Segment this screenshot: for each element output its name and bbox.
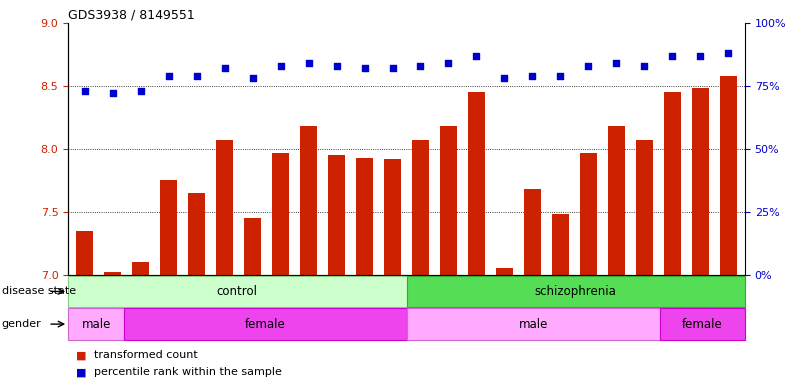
Bar (272, 152, 289, 275)
Text: disease state: disease state (2, 286, 76, 296)
Bar (524, 189, 541, 275)
Text: gender: gender (2, 319, 42, 329)
Bar (104, 272, 121, 275)
Point (442, 60, 455, 66)
Point (666, 53, 678, 59)
Point (638, 63, 650, 69)
Bar (496, 268, 513, 275)
Point (498, 75, 511, 81)
Bar (216, 140, 233, 275)
Bar (160, 180, 177, 275)
Bar (300, 126, 317, 275)
Bar (244, 218, 261, 275)
Text: GDS3938 / 8149551: GDS3938 / 8149551 (68, 9, 195, 22)
Point (191, 73, 203, 79)
Bar (68, 276, 406, 307)
Point (135, 88, 147, 94)
Point (358, 65, 371, 71)
Bar (76, 230, 93, 275)
Point (386, 65, 399, 71)
Bar (68, 308, 124, 340)
Point (246, 75, 259, 81)
Bar (552, 214, 569, 275)
Bar (720, 76, 737, 275)
Point (163, 73, 175, 79)
Text: transformed count: transformed count (94, 350, 198, 360)
Bar (124, 308, 406, 340)
Point (414, 63, 427, 69)
Point (219, 65, 231, 71)
Point (582, 63, 594, 69)
Point (107, 90, 119, 96)
Text: ■: ■ (76, 350, 90, 360)
Point (302, 60, 315, 66)
Bar (440, 126, 457, 275)
Bar (132, 262, 149, 275)
Text: female: female (682, 318, 723, 331)
Text: female: female (245, 318, 286, 331)
Point (694, 53, 706, 59)
Point (470, 53, 483, 59)
Point (330, 63, 343, 69)
Point (610, 60, 622, 66)
Point (554, 73, 567, 79)
Text: control: control (217, 285, 258, 298)
Bar (664, 92, 681, 275)
Point (274, 63, 287, 69)
Bar (328, 155, 345, 275)
Bar (692, 88, 709, 275)
Point (526, 73, 539, 79)
Bar (406, 276, 745, 307)
Point (722, 50, 735, 56)
Bar (188, 193, 205, 275)
Text: percentile rank within the sample: percentile rank within the sample (94, 367, 282, 377)
Bar (384, 159, 401, 275)
Bar (412, 140, 429, 275)
Point (78, 88, 91, 94)
Bar (356, 157, 373, 275)
Bar (636, 140, 653, 275)
Text: male: male (82, 318, 111, 331)
Bar (468, 92, 485, 275)
Bar (660, 308, 745, 340)
Text: ■: ■ (76, 367, 90, 377)
Bar (608, 126, 625, 275)
Text: schizophrenia: schizophrenia (535, 285, 617, 298)
Bar (580, 152, 597, 275)
Bar (406, 308, 660, 340)
Text: male: male (519, 318, 548, 331)
